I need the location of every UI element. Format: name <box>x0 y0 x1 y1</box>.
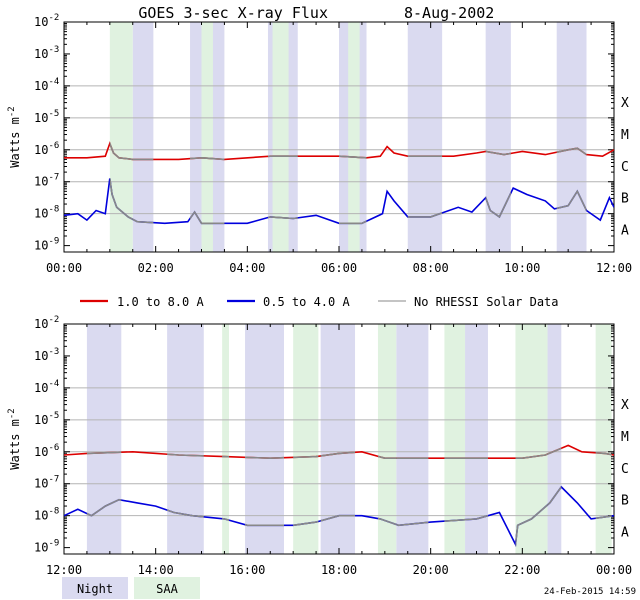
night-band <box>396 324 429 554</box>
x-tick-label: 10:00 <box>504 261 540 275</box>
y-tick-label: 10-3 <box>34 347 59 363</box>
y-tick-exponent: -3 <box>48 347 59 357</box>
night-band <box>245 324 284 554</box>
flare-class-label: B <box>621 192 629 207</box>
y-tick-exponent: -5 <box>48 109 59 119</box>
x-tick-label: 12:00 <box>596 261 632 275</box>
y-tick-exponent: -9 <box>48 237 59 247</box>
x-tick-label: 22:00 <box>504 563 540 577</box>
y-tick-exponent: -2 <box>48 13 59 23</box>
y-tick-exponent: -5 <box>48 411 59 421</box>
y-tick-exponent: -6 <box>48 443 59 453</box>
legend-nodata-label: No RHESSI Solar Data <box>414 295 559 309</box>
y-tick-label: 10-2 <box>34 13 59 29</box>
flare-class-label: X <box>621 96 629 111</box>
flux-nodata-segment <box>320 514 356 522</box>
saa-band <box>348 22 360 252</box>
chart-title: GOES 3-sec X-ray Flux <box>138 4 328 22</box>
x-tick-label: 18:00 <box>321 563 357 577</box>
saa-band <box>293 324 319 554</box>
x-tick-label: 00:00 <box>596 563 632 577</box>
y-tick-label: 10-6 <box>34 443 59 459</box>
y-tick-label: 10-9 <box>34 237 59 253</box>
y-tick-label: 10-8 <box>34 205 59 221</box>
night-band <box>167 324 204 554</box>
y-tick-exponent: -2 <box>48 315 59 325</box>
night-legend-box <box>62 577 128 599</box>
bottom-panel: 10-2 10-3 10-4 10-5 10-6 10-7 10-8 10-9 X M C B A Wat… <box>7 315 632 577</box>
y-tick-label: 10-2 <box>34 315 59 331</box>
y-axis-label: Watts m-2 <box>7 106 22 167</box>
saa-legend-label: SAA <box>156 582 178 596</box>
y-tick-exponent: -6 <box>48 141 59 151</box>
flare-class-label: A <box>621 526 629 541</box>
saa-legend-box <box>134 577 200 599</box>
curve-legend: 1.0 to 8.0 A 0.5 to 4.0 A No RHESSI Sola… <box>80 295 559 309</box>
saa-band <box>377 324 397 554</box>
x-tick-label: 00:00 <box>46 261 82 275</box>
y-axis-label: Watts m-2 <box>7 408 22 469</box>
y-tick-label: 10-3 <box>34 45 59 61</box>
orbit-legend: Night SAA <box>62 577 200 599</box>
y-tick-label: 10-9 <box>34 539 59 555</box>
y-tick-label: 10-7 <box>34 173 59 189</box>
y-tick-exponent: -4 <box>48 77 59 87</box>
legend-long-label: 1.0 to 8.0 A <box>117 295 204 309</box>
flux-nodata-segment <box>109 178 133 221</box>
y-axis-label-exponent: -2 <box>7 106 17 117</box>
saa-band <box>595 324 612 554</box>
x-tick-label: 02:00 <box>138 261 174 275</box>
flare-class-label: B <box>621 494 629 509</box>
chart-date: 8-Aug-2002 <box>404 4 494 22</box>
night-band <box>132 22 154 252</box>
y-tick-label: 10-4 <box>34 77 59 93</box>
flare-class-label: M <box>621 430 629 445</box>
y-tick-exponent: -7 <box>48 475 59 485</box>
x-tick-label: 08:00 <box>413 261 449 275</box>
saa-band <box>272 22 289 252</box>
y-tick-exponent: -7 <box>48 173 59 183</box>
x-tick-label: 06:00 <box>321 261 357 275</box>
saa-band <box>444 324 466 554</box>
y-tick-exponent: -4 <box>48 379 59 389</box>
y-axis-label-exponent: -2 <box>7 408 17 419</box>
y-tick-label: 10-4 <box>34 379 59 395</box>
flux-nodata-segment <box>109 141 133 161</box>
night-band <box>465 324 488 554</box>
y-tick-label: 10-5 <box>34 109 59 125</box>
flare-class-label: C <box>621 160 629 175</box>
night-legend-label: Night <box>77 582 113 596</box>
night-band <box>485 22 511 252</box>
legend-short-label: 0.5 to 4.0 A <box>263 295 350 309</box>
saa-band <box>222 324 229 554</box>
x-tick-label: 04:00 <box>229 261 265 275</box>
y-tick-exponent: -9 <box>48 539 59 549</box>
night-band <box>547 324 562 554</box>
x-tick-label: 12:00 <box>46 563 82 577</box>
flare-class-label: X <box>621 398 629 413</box>
saa-band <box>201 22 213 252</box>
flux-nodata-segment <box>167 453 204 457</box>
y-tick-label: 10-5 <box>34 411 59 427</box>
x-tick-label: 20:00 <box>413 563 449 577</box>
y-tick-exponent: -3 <box>48 45 59 55</box>
generated-timestamp: 24-Feb-2015 14:59 <box>544 587 636 597</box>
y-tick-label: 10-8 <box>34 507 59 523</box>
x-tick-label: 14:00 <box>138 563 174 577</box>
flare-class-label: A <box>621 224 629 239</box>
night-band <box>86 324 122 554</box>
night-band <box>556 22 587 252</box>
flare-class-label: M <box>621 128 629 143</box>
top-panel: 10-2 10-3 10-4 10-5 10-6 10-7 10-8 10-9 X M C B A Wat… <box>7 13 632 275</box>
flare-class-label: C <box>621 462 629 477</box>
y-tick-label: 10-7 <box>34 475 59 491</box>
x-tick-label: 16:00 <box>229 563 265 577</box>
y-tick-label: 10-6 <box>34 141 59 157</box>
saa-band <box>109 22 133 252</box>
y-tick-exponent: -8 <box>48 507 59 517</box>
y-tick-exponent: -8 <box>48 205 59 215</box>
flux-nodata-segment <box>515 503 548 548</box>
